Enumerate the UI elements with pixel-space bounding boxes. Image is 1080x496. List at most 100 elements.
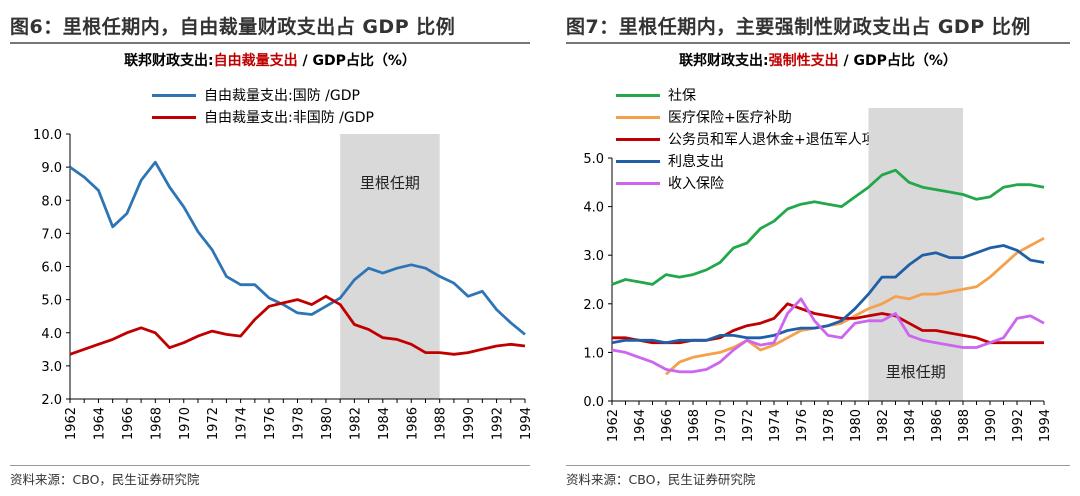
subtitle-prefix: 联邦财政支出: [124,53,214,69]
x-tick-label: 1972 [741,409,756,442]
legend-item: 社保 [616,84,890,106]
chart-legend: 自由裁量支出:国防 /GDP 自由裁量支出:非国防 /GDP [152,84,374,128]
x-tick-label: 1992 [491,407,506,440]
shaded-period-label: 里根任期 [360,174,420,192]
legend-label: 医疗保险+医疗补助 [668,110,792,126]
subtitle-suffix: / GDP占比（%） [297,53,416,69]
y-tick-label: 6.0 [41,261,62,276]
x-tick-label: 1968 [149,407,164,440]
legend-label: 自由裁量支出:非国防 /GDP [204,110,374,126]
x-tick-label: 1970 [714,409,729,442]
x-tick-label: 1986 [405,407,420,440]
chart-subtitle: 联邦财政支出:自由裁量支出 / GDP占比（%） [0,50,540,70]
subtitle-suffix: / GDP占比（%） [838,53,957,69]
legend-label: 自由裁量支出:国防 /GDP [204,88,360,104]
x-tick-label: 1976 [263,407,278,440]
series-line [612,302,1044,345]
x-tick-label: 1980 [849,409,864,442]
y-tick-label: 9.0 [41,161,62,176]
series-line [69,160,526,336]
line-chart: 里根任期 2.0 3.0 4.0 5.0 6.0 7.0 8.0 9.0 10.0 1962 1964… [33,128,534,440]
y-tick-label: 10.0 [33,128,62,143]
x-tick-label: 1986 [930,409,945,442]
series-line [611,168,1045,286]
figure-title: 图6：里根任期内，自由裁量财政支出占 GDP 比例 [10,16,456,38]
x-tick-label: 1988 [434,407,449,440]
source-divider [10,465,530,466]
legend-swatch [152,93,196,97]
y-tick-label: 3.0 [41,360,62,375]
x-tick-label: 1968 [687,409,702,442]
y-tick-label: 5.0 [41,294,62,309]
legend-label: 利息支出 [668,154,724,170]
x-tick-label: 1980 [320,407,335,440]
x-tick-label: 1994 [519,407,534,440]
x-tick-label: 1972 [206,407,221,440]
y-tick-label: 7.0 [41,227,62,242]
line-chart: 里根任期 0.0 1.0 2.0 3.0 4.0 5.0 1962 1964 1966 1968 19… [583,108,1053,442]
series-line [611,244,1045,345]
legend-item: 自由裁量支出:非国防 /GDP [152,106,374,128]
x-tick-label: 1970 [178,407,193,440]
subtitle-prefix: 联邦财政支出: [679,53,769,69]
y-tick-label: 2.0 [583,298,604,313]
x-tick-label: 1982 [876,409,891,442]
title-divider [566,42,1070,44]
figure-title: 图7：里根任期内，主要强制性财政支出占 GDP 比例 [566,16,1031,38]
x-tick-label: 1962 [606,409,621,442]
x-tick-label: 1992 [1011,409,1026,442]
y-tick-label: 4.0 [583,201,604,216]
legend-item: 自由裁量支出:国防 /GDP [152,84,374,106]
legend-label: 社保 [668,88,696,104]
legend-swatch [152,115,196,119]
source-note: 资料来源：CBO，民生证券研究院 [566,472,756,487]
shaded-period-label: 里根任期 [886,363,946,381]
y-tick-label: 1.0 [583,346,604,361]
x-tick-label: 1984 [377,407,392,440]
y-tick-label: 8.0 [41,194,62,209]
source-divider [566,465,1070,466]
x-tick-label: 1966 [660,409,675,442]
y-tick-label: 4.0 [41,327,62,342]
series-line [665,236,1045,376]
x-tick-label: 1966 [121,407,136,440]
x-tick-label: 1978 [292,407,307,440]
subtitle-highlight: 自由裁量支出 [213,53,298,69]
x-tick-label: 1990 [462,407,477,440]
legend-item: 医疗保险+医疗补助 [616,106,890,128]
series-line [69,294,526,356]
y-tick-label: 3.0 [583,249,604,264]
x-tick-label: 1964 [92,407,107,440]
x-tick-label: 1994 [1038,409,1053,442]
y-tick-label: 2.0 [41,393,62,408]
legend-label: 公务员和军人退休金+退伍军人项目 [668,132,890,148]
x-tick-label: 1982 [348,407,363,440]
legend-label: 收入保险 [668,176,724,192]
subtitle-highlight: 强制性支出 [768,53,839,69]
shaded-period [868,108,963,401]
x-tick-label: 1974 [235,407,250,440]
y-tick-label: 0.0 [583,395,604,410]
legend-swatch [616,137,660,141]
y-tick-label: 5.0 [583,152,604,167]
x-tick-label: 1974 [768,409,783,442]
legend-swatch [616,115,660,119]
x-tick-label: 1964 [633,409,648,442]
legend-swatch [616,93,660,97]
legend-item: 利息支出 [616,150,890,172]
x-tick-label: 1978 [822,409,837,442]
chart-subtitle: 联邦财政支出:强制性支出 / GDP占比（%） [556,50,1080,70]
series-line [611,297,1045,374]
legend-item: 公务员和军人退休金+退伍军人项目 [616,128,890,150]
chart-legend: 社保医疗保险+医疗补助公务员和军人退休金+退伍军人项目 利息支出收入保险 [616,84,890,194]
x-tick-label: 1962 [64,407,79,440]
x-tick-label: 1984 [903,409,918,442]
source-note: 资料来源：CBO，民生证券研究院 [10,472,200,487]
legend-item: 收入保险 [616,172,890,194]
legend-swatch [616,181,660,185]
figure-7-panel: 图7：里根任期内，主要强制性财政支出占 GDP 比例 联邦财政支出:强制性支出 … [556,0,1080,496]
title-divider [10,42,530,44]
figure-6-panel: 图6：里根任期内，自由裁量财政支出占 GDP 比例 联邦财政支出:自由裁量支出 … [0,16,540,487]
x-tick-label: 1990 [984,409,999,442]
x-tick-label: 1988 [957,409,972,442]
